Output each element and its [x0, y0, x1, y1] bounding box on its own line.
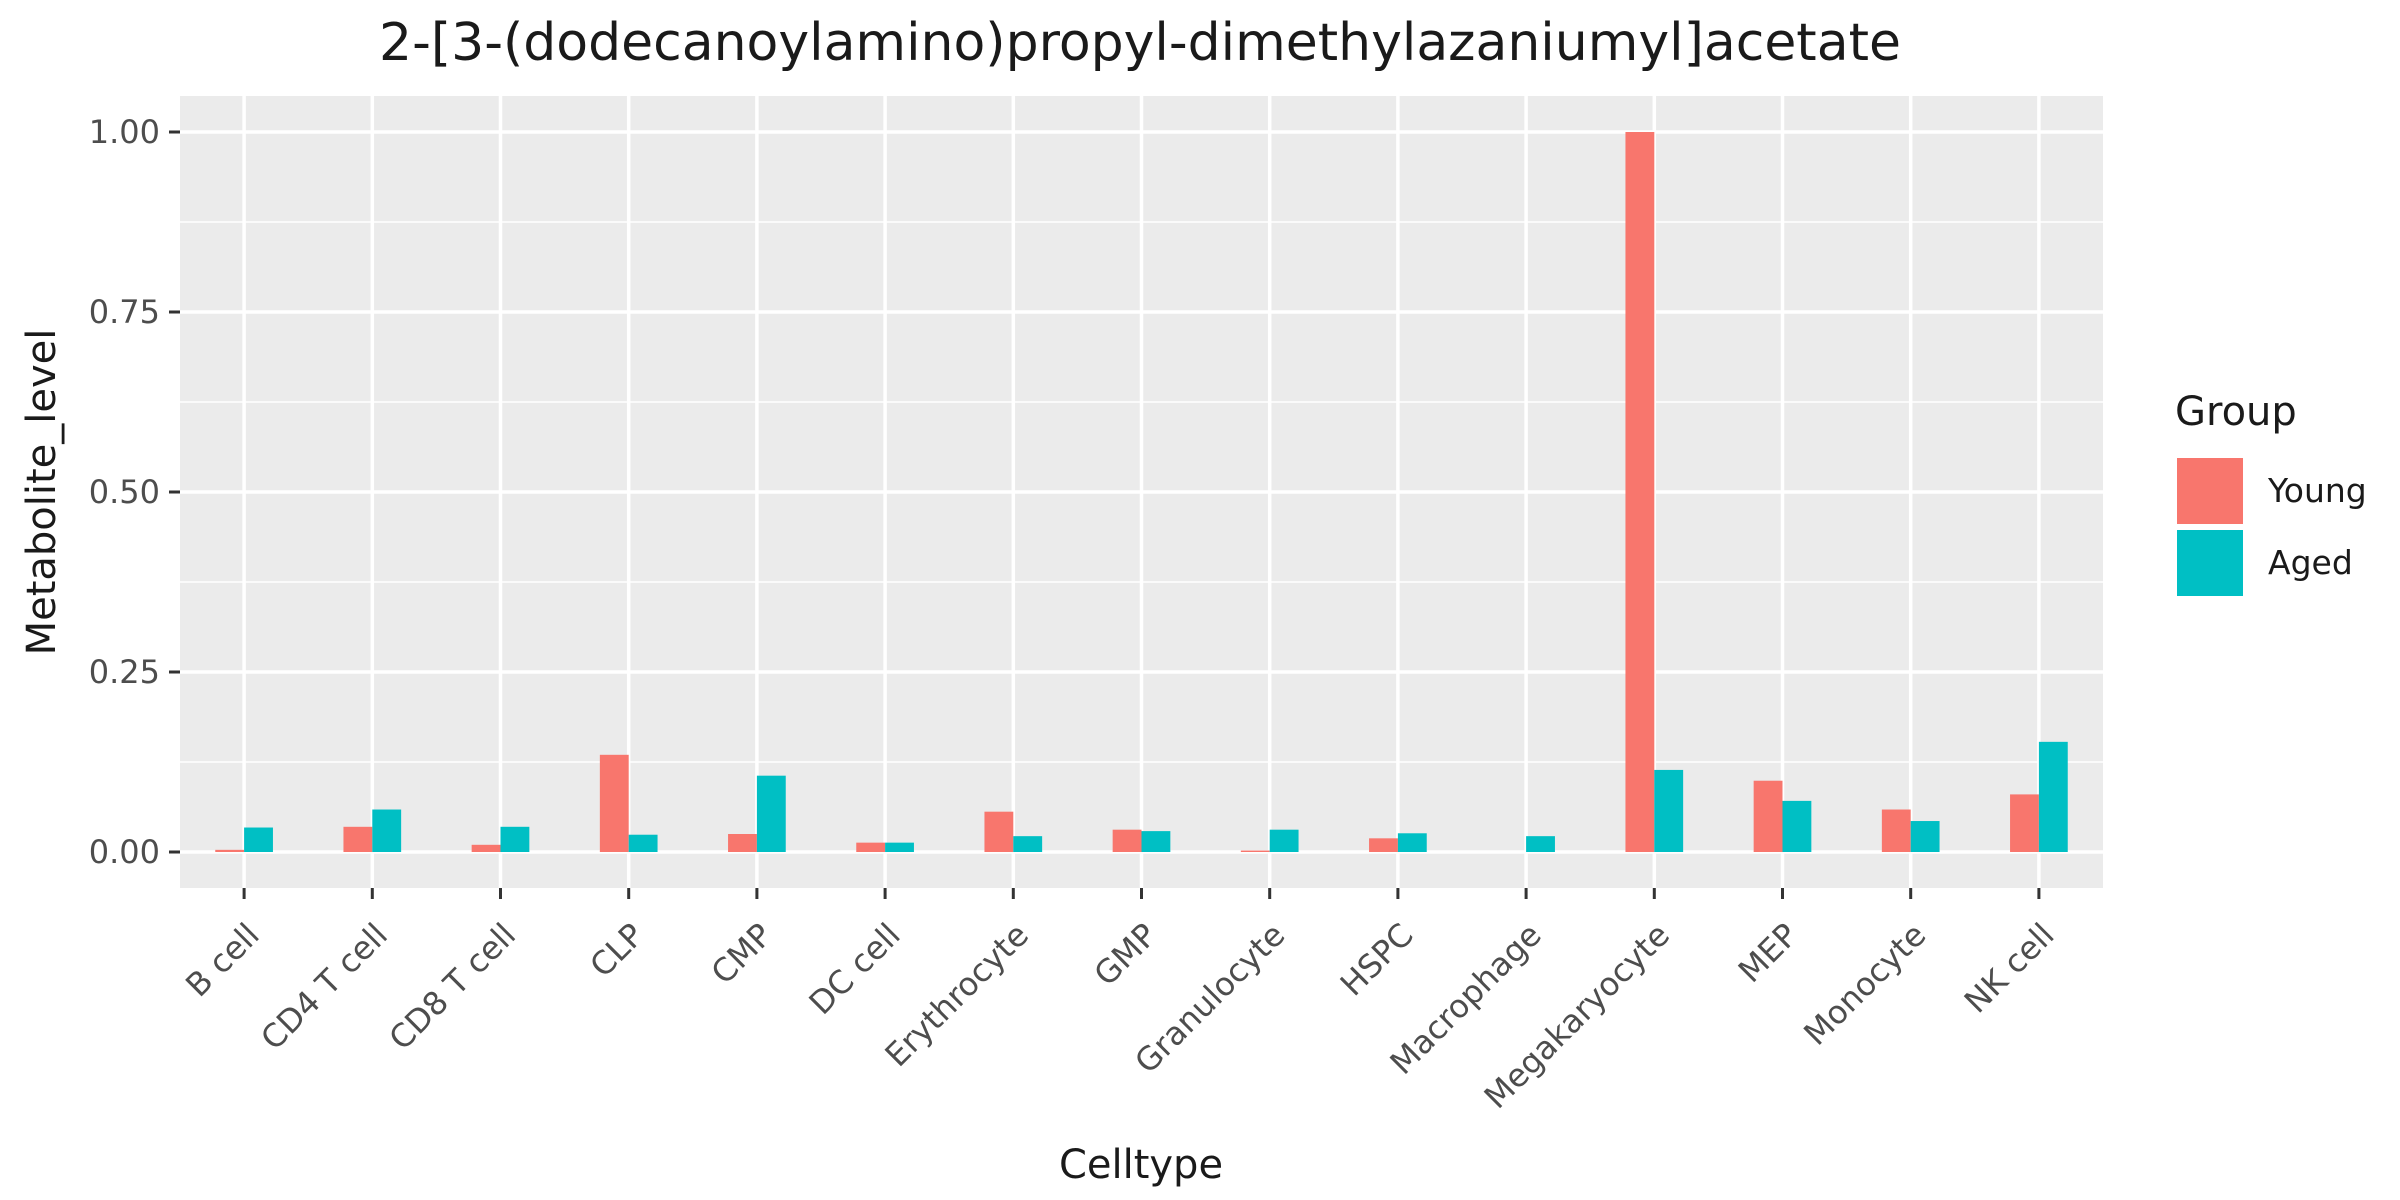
- bar-aged-hspc: [1397, 833, 1427, 852]
- y-tick-label: 0.25: [89, 653, 160, 691]
- bar-aged-cd4-t-cell: [372, 809, 402, 852]
- bar-aged-clp: [628, 834, 658, 852]
- legend-key-aged: [2177, 530, 2243, 596]
- legend-key-young: [2177, 458, 2243, 524]
- bar-aged-b-cell: [244, 827, 273, 852]
- legend-title: Group: [2175, 389, 2297, 435]
- bar-aged-cmp: [756, 775, 786, 852]
- y-tick-label: 0.50: [89, 473, 160, 511]
- bar-aged-megakaryocyte: [1654, 769, 1684, 852]
- legend-label-aged: Aged: [2268, 543, 2353, 582]
- bar-young-monocyte: [1881, 809, 1911, 852]
- bar-aged-erythrocyte: [1013, 836, 1043, 852]
- bar-young-gmp: [1112, 829, 1142, 852]
- bar-young-granulocyte: [1240, 850, 1270, 852]
- bar-young-b-cell: [215, 849, 245, 852]
- chart-title: 2-[3-(dodecanoylamino)propyl-dimethylaza…: [379, 13, 1901, 73]
- bar-aged-mep: [1782, 800, 1812, 852]
- bar-young-nk-cell: [2010, 794, 2039, 852]
- bar-aged-dc-cell: [885, 842, 914, 852]
- bar-aged-monocyte: [1910, 821, 1940, 852]
- bar-young-dc-cell: [856, 842, 886, 852]
- bar-young-cmp: [728, 834, 757, 852]
- bars: [215, 132, 2068, 853]
- bar-young-hspc: [1369, 838, 1398, 852]
- bar-young-cd4-t-cell: [343, 826, 373, 852]
- bar-aged-nk-cell: [2038, 741, 2068, 852]
- bar-young-erythrocyte: [984, 811, 1014, 852]
- bar-aged-gmp: [1141, 831, 1171, 852]
- y-tick-label: 0.75: [89, 293, 160, 331]
- bar-aged-granulocyte: [1269, 829, 1299, 852]
- y-tick-label: 0.00: [89, 833, 160, 871]
- bar-aged-macrophage: [1526, 836, 1555, 852]
- legend: Group Young Aged: [2175, 389, 2367, 596]
- bar-aged-cd8-t-cell: [500, 826, 530, 852]
- y-axis-title: Metabolite_level: [19, 329, 65, 656]
- legend-label-young: Young: [2267, 471, 2367, 510]
- bar-young-cd8-t-cell: [471, 844, 501, 852]
- bar-young-clp: [599, 754, 629, 852]
- bar-young-mep: [1753, 780, 1783, 852]
- x-axis-title: Celltype: [1059, 1142, 1223, 1188]
- y-tick-label: 1.00: [89, 113, 160, 151]
- bar-young-megakaryocyte: [1625, 132, 1655, 852]
